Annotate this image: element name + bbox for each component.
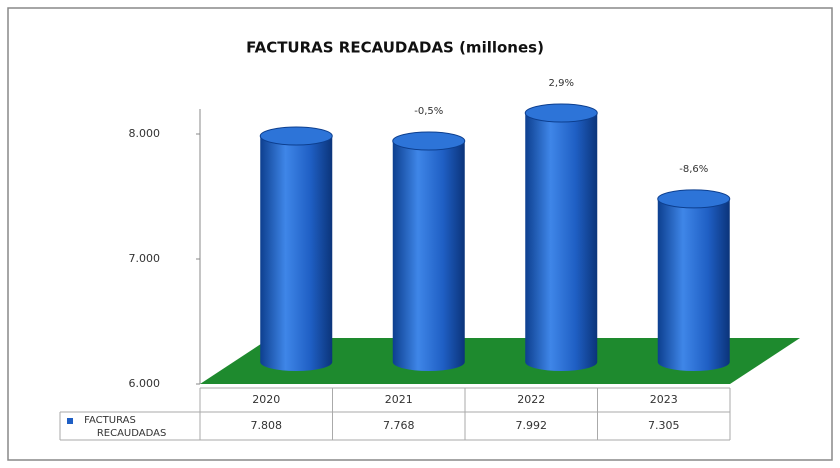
y-tick-label: 8.000 — [129, 127, 161, 140]
data-label: 7.768 — [383, 419, 415, 432]
data-label: 7.808 — [251, 419, 283, 432]
bar — [657, 189, 731, 371]
bar-cap — [259, 126, 333, 146]
bar-body — [525, 113, 598, 371]
bar-body — [392, 141, 465, 371]
x-tick-label: 2020 — [252, 393, 280, 406]
bar-cap — [657, 189, 731, 209]
bar — [259, 126, 333, 371]
floor — [200, 338, 800, 384]
legend-swatch — [67, 418, 73, 424]
bar — [392, 131, 466, 371]
data-label: 7.992 — [516, 419, 548, 432]
bar-body — [260, 136, 333, 371]
bar-cap — [392, 131, 466, 151]
annotation: 2,9% — [549, 78, 574, 89]
y-tick-label: 6.000 — [129, 377, 161, 390]
x-tick-label: 2023 — [650, 393, 678, 406]
annotation: -8,6% — [679, 164, 708, 175]
annotation: -0,5% — [414, 106, 443, 117]
y-tick-label: 7.000 — [129, 252, 161, 265]
chart-title: FACTURAS RECAUDADAS (millones) — [246, 39, 544, 57]
x-tick-label: 2022 — [517, 393, 545, 406]
legend-label: FACTURAS RECAUDADAS — [84, 415, 166, 439]
data-label: 7.305 — [648, 419, 680, 432]
bar-cap — [524, 103, 598, 123]
bar-body — [657, 198, 730, 371]
x-tick-label: 2021 — [385, 393, 413, 406]
bar — [524, 103, 598, 371]
